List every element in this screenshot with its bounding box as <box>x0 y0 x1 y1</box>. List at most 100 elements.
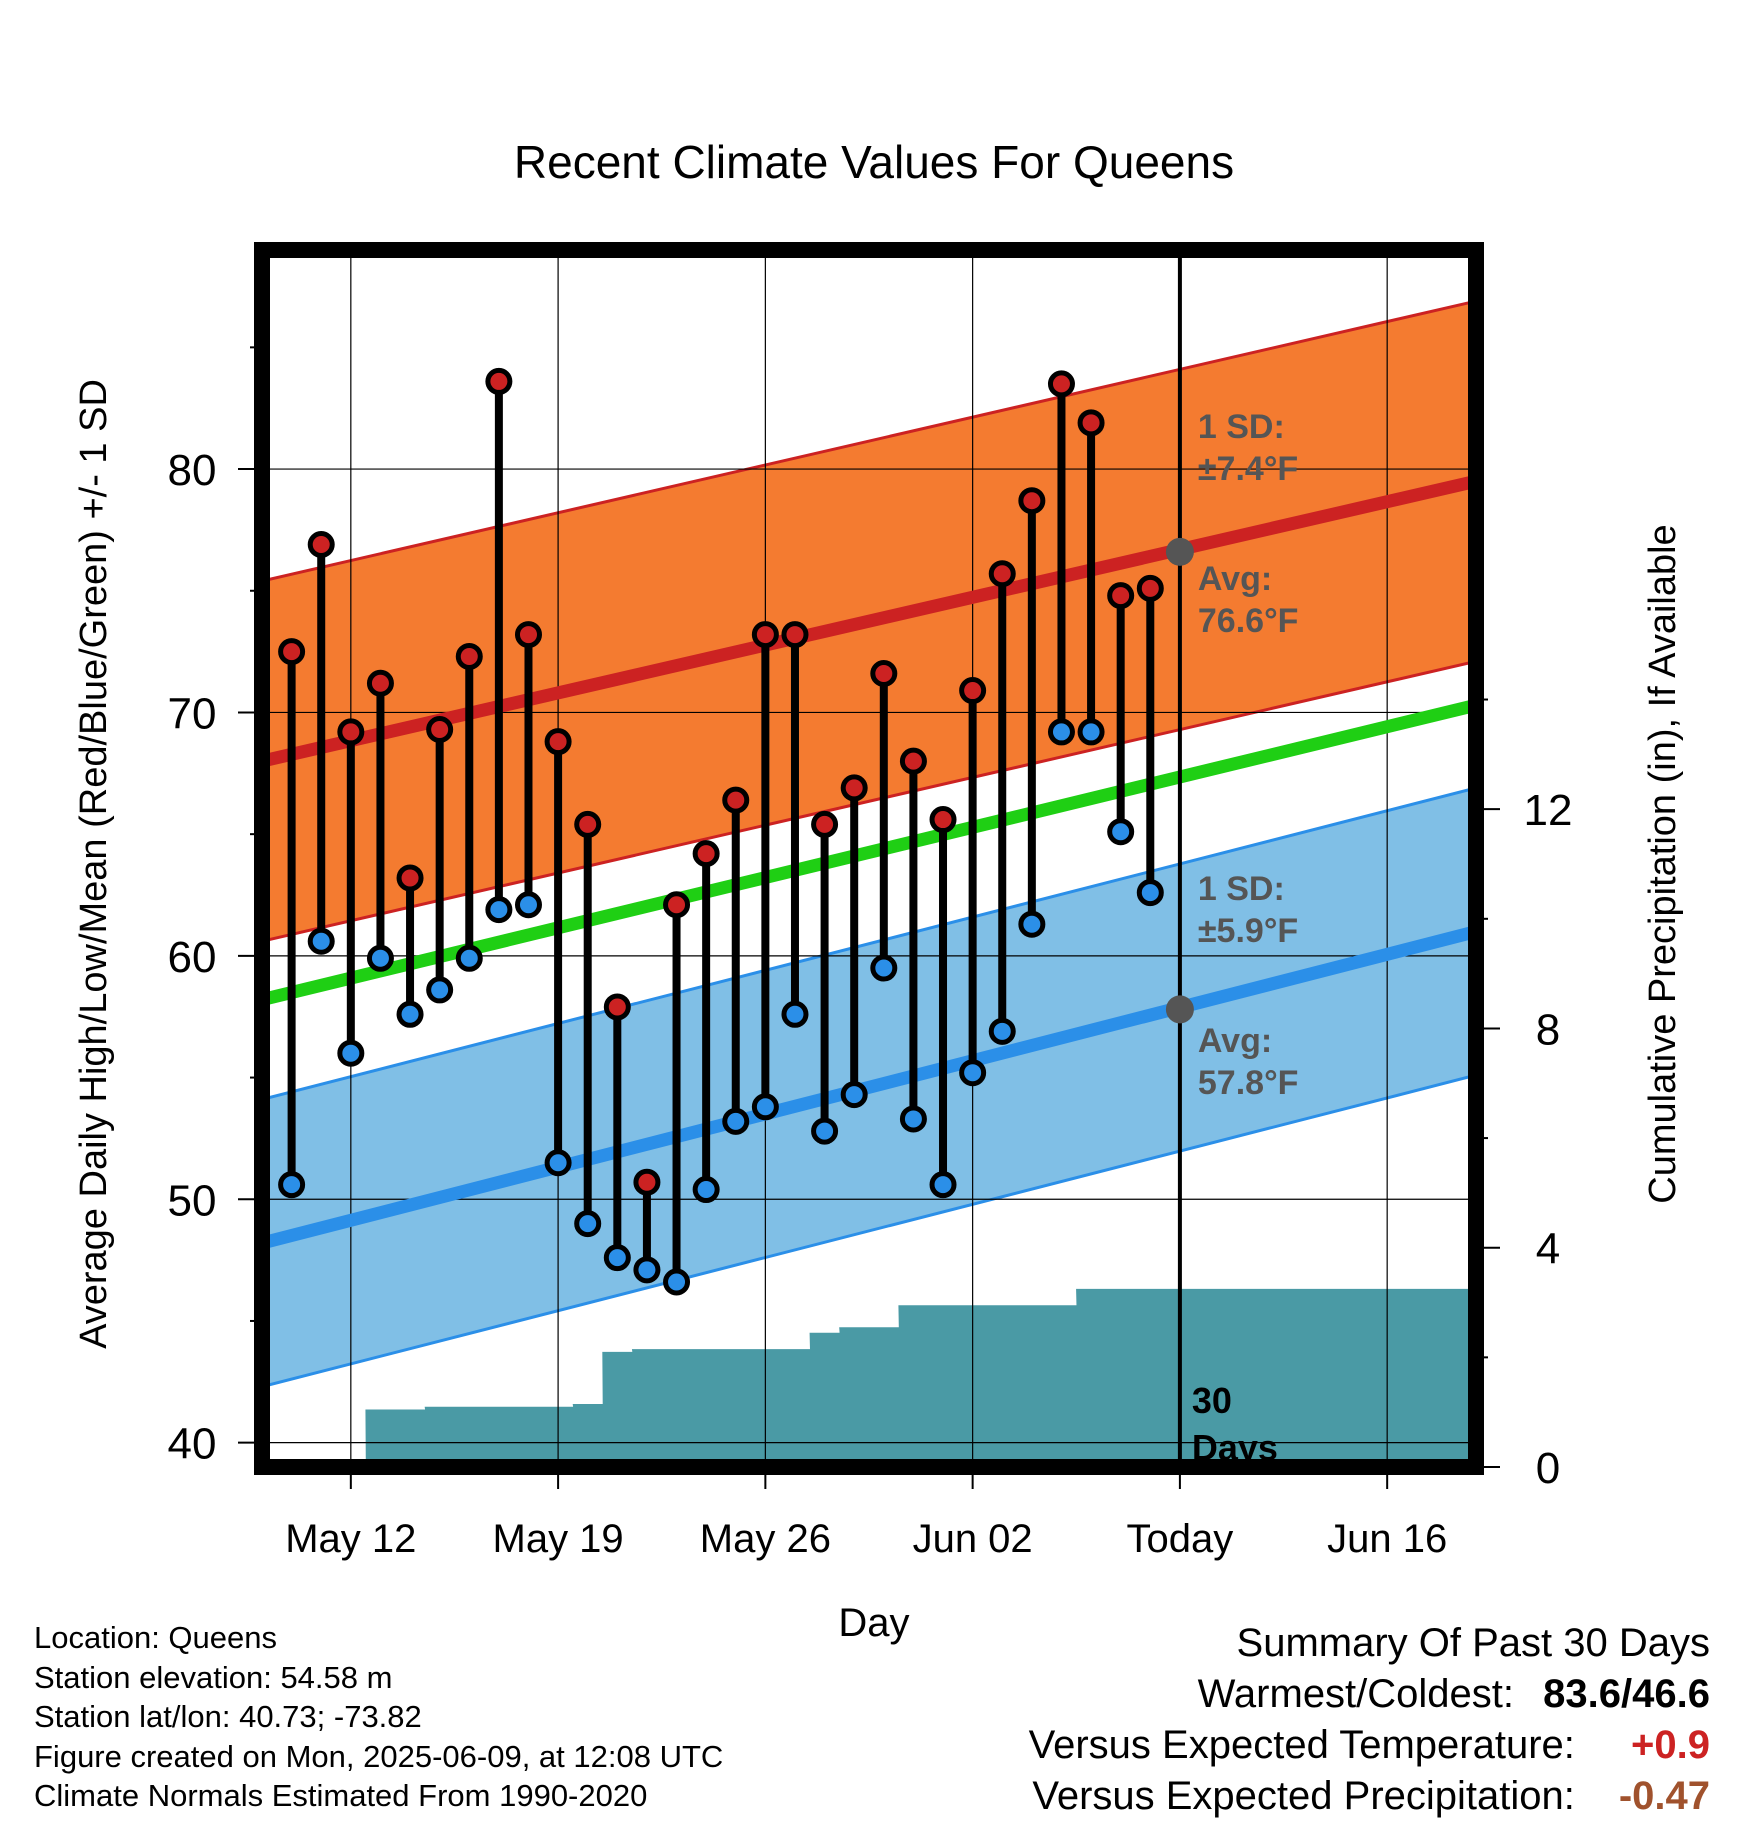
high-point <box>485 367 513 395</box>
low-point <box>663 1268 691 1296</box>
x-tick-label: Jun 02 <box>913 1517 1033 1561</box>
low-point <box>811 1117 839 1145</box>
precip-anomaly-value: -0.47 <box>1618 1774 1710 1818</box>
y-tick-label: 80 <box>168 446 217 495</box>
low-point <box>722 1107 750 1135</box>
x-tick-label: May 26 <box>700 1517 831 1561</box>
low-point <box>455 944 483 972</box>
y2-axis-label: Cumulative Precipitation (in), If Availa… <box>1642 524 1684 1203</box>
y2-tick-label: 12 <box>1524 786 1573 835</box>
low-point <box>988 1017 1016 1045</box>
x-tick-label: May 19 <box>493 1517 624 1561</box>
high-avg-line <box>262 474 1476 768</box>
summary-precip-row: Versus Expected Precipitation: -0.47 <box>1029 1771 1710 1822</box>
low-point <box>366 944 394 972</box>
today-high-avg-marker <box>1165 537 1194 566</box>
low-point <box>751 1093 779 1121</box>
low-point <box>307 927 335 955</box>
high-point <box>426 715 454 743</box>
x-tick-label: Jun 16 <box>1327 1517 1447 1561</box>
low-avg-line <box>262 925 1476 1250</box>
low-point <box>485 896 513 924</box>
y2-tick-label: 4 <box>1536 1225 1560 1274</box>
y-tick-label: 40 <box>168 1420 217 1469</box>
temp-anomaly-label: Versus Expected Temperature: <box>1028 1723 1575 1767</box>
high-point <box>781 621 809 649</box>
high-point <box>959 677 987 705</box>
summary-title: Summary Of Past 30 Days <box>1236 1621 1710 1665</box>
high-point <box>988 560 1016 588</box>
info-location: Location: Queens <box>34 1620 278 1655</box>
today-low-avg-marker <box>1165 995 1194 1024</box>
low-point <box>929 1171 957 1199</box>
info-latlon: Station lat/lon: 40.73; -73.82 <box>34 1699 422 1734</box>
plot-area <box>262 250 1476 1467</box>
summary-temp-row: Versus Expected Temperature: +0.9 <box>1029 1720 1710 1771</box>
high-point <box>722 786 750 814</box>
summary-warmest-row: Warmest/Coldest: 83.6/46.6 <box>1029 1669 1710 1720</box>
low-point <box>781 1000 809 1028</box>
y-tick-label: 50 <box>168 1176 217 1225</box>
low-point <box>1018 910 1046 938</box>
high-point <box>899 747 927 775</box>
low-avg-annotation: 57.8°F <box>1198 1064 1299 1102</box>
summary-panel: Summary Of Past 30 Days Warmest/Coldest:… <box>1029 1618 1710 1822</box>
plot-frame <box>254 242 1484 1475</box>
precip-anomaly-label: Versus Expected Precipitation: <box>1032 1774 1575 1818</box>
info-created: Figure created on Mon, 2025-06-09, at 12… <box>34 1738 724 1774</box>
high-point <box>307 531 335 559</box>
high-point <box>1047 370 1075 398</box>
high-point <box>574 810 602 838</box>
low-point <box>692 1176 720 1204</box>
low-point <box>1136 879 1164 907</box>
high-avg-annotation: 76.6°F <box>1198 602 1299 640</box>
low-point <box>1047 718 1075 746</box>
low-point <box>603 1244 631 1272</box>
high-point <box>396 864 424 892</box>
high-point <box>751 621 779 649</box>
temp-anomaly-value: +0.9 <box>1631 1723 1710 1767</box>
high-point <box>544 728 572 756</box>
high-point <box>603 993 631 1021</box>
high-point <box>633 1168 661 1196</box>
warmest-value: 83.6 <box>1543 1672 1622 1716</box>
high-point <box>1136 574 1164 602</box>
high-point <box>455 642 483 670</box>
x-tick-label: Today <box>1127 1517 1234 1561</box>
low-point <box>278 1171 306 1199</box>
high-point <box>366 669 394 697</box>
low-point <box>396 1000 424 1028</box>
high-point <box>692 840 720 868</box>
high-point <box>514 621 542 649</box>
y2-tick-label: 0 <box>1536 1444 1560 1493</box>
low-point <box>840 1081 868 1109</box>
high-point <box>870 660 898 688</box>
y-tick-label: 70 <box>168 689 217 738</box>
y-tick-label: 60 <box>168 933 217 982</box>
high-point <box>811 810 839 838</box>
high-point <box>663 891 691 919</box>
low-point <box>1107 818 1135 846</box>
low-point <box>514 891 542 919</box>
high-point <box>337 718 365 746</box>
high-point <box>840 774 868 802</box>
low-point <box>1077 718 1105 746</box>
low-point <box>870 954 898 982</box>
high-point <box>278 638 306 666</box>
low-sd-annotation: ±5.9°F <box>1198 912 1298 950</box>
station-info: Location: Queens Station elevation: 54.5… <box>34 1618 723 1816</box>
high-point <box>929 806 957 834</box>
high-avg-annotation: Avg: <box>1198 560 1272 598</box>
low-point <box>426 976 454 1004</box>
x-tick-label: May 12 <box>285 1517 416 1561</box>
low-point <box>959 1059 987 1087</box>
info-normals: Climate Normals Estimated From 1990-2020 <box>34 1778 648 1813</box>
high-point <box>1077 409 1105 437</box>
low-sd-annotation: 1 SD: <box>1198 870 1285 908</box>
low-point <box>574 1210 602 1238</box>
info-elevation: Station elevation: 54.58 m <box>34 1659 393 1695</box>
coldest-value: 46.6 <box>1632 1672 1710 1716</box>
precip-area <box>276 1288 1476 1467</box>
warmest-label: Warmest/Coldest: <box>1197 1672 1515 1716</box>
